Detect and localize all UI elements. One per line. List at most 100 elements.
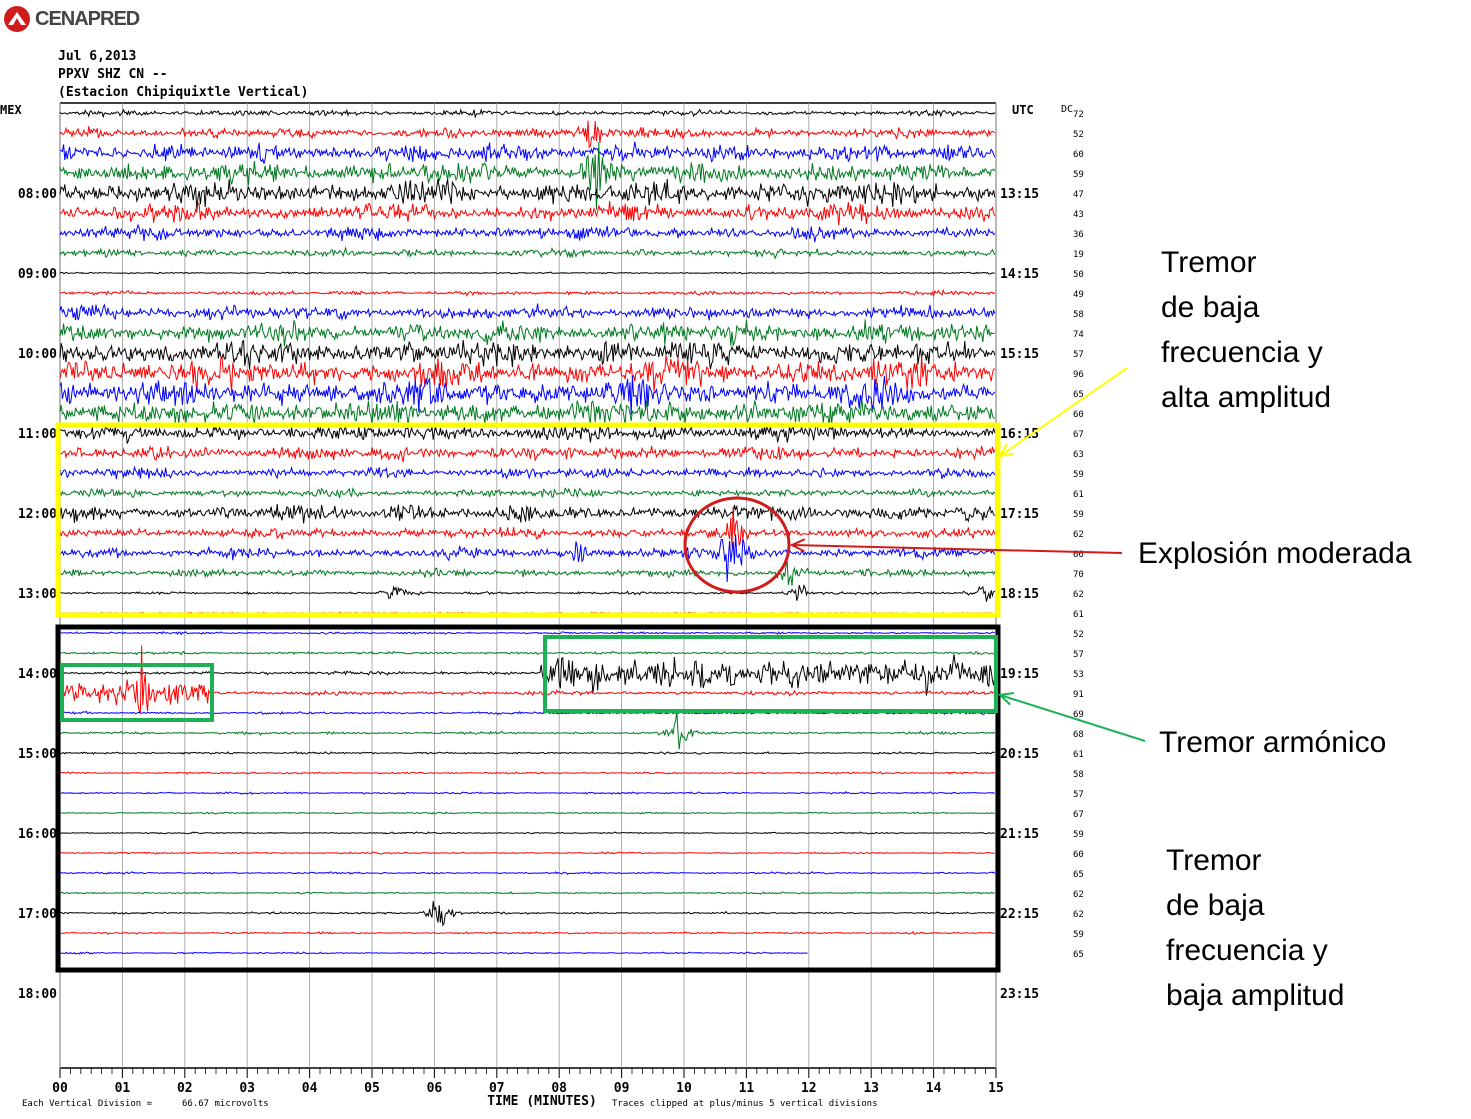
logo-text: CENAPRED xyxy=(35,7,140,30)
yellow-arrow-shaft xyxy=(999,367,1128,457)
seismic-trace-34 xyxy=(59,771,995,775)
dc-value-label: 36 xyxy=(1073,230,1084,240)
annotation-low-amplitude-tremor-line-3: frecuencia y xyxy=(1166,934,1328,967)
x-tick-label-02: 02 xyxy=(177,1081,193,1096)
x-tick-label-08: 08 xyxy=(551,1081,567,1096)
dc-value-label: 74 xyxy=(1073,330,1084,340)
label-layer: 00 01 02 03 04 05 06 07 08 09 10 11 12 13 14 15 08:00 09:… xyxy=(0,103,1084,1109)
seismic-trace-21 xyxy=(59,504,996,524)
x-tick-label-12: 12 xyxy=(801,1081,817,1096)
dc-value-label: 70 xyxy=(1073,570,1084,580)
footer-division-label: Each Vertical Division = xyxy=(22,1099,153,1109)
dc-value-label: 47 xyxy=(1073,190,1084,200)
dc-value-label: 62 xyxy=(1073,910,1084,920)
seismogram-header: Jul 6,2013 PPXV SHZ CN -- (Estacion Chipiq… xyxy=(58,48,308,102)
dc-value-label: 57 xyxy=(1073,350,1084,360)
dc-value-label: 59 xyxy=(1073,170,1084,180)
annotation-high-amplitude-tremor-line-4: alta amplitud xyxy=(1161,381,1332,414)
header-station-name: (Estacion Chipiquixtle Vertical) xyxy=(58,85,309,100)
mex-time-label: 12:00 xyxy=(18,507,57,522)
annotation-explosion: Explosión moderada xyxy=(1138,537,1412,570)
yellow-arrow-head xyxy=(998,443,1014,458)
mex-time-label: 18:00 xyxy=(18,987,57,1002)
seismic-trace-38 xyxy=(60,851,995,855)
red-arrow xyxy=(789,538,1123,554)
cenapred-logo-icon xyxy=(4,6,30,32)
low-amplitude-tremor-box xyxy=(55,624,1001,973)
dc-value-label: 53 xyxy=(1073,670,1084,680)
annotation-low-amplitude-tremor-line-4: baja amplitud xyxy=(1166,979,1345,1012)
seismic-trace-33 xyxy=(59,750,995,756)
cenapred-logo: CENAPRED xyxy=(2,4,140,34)
dc-value-label: 57 xyxy=(1073,790,1084,800)
seismic-trace-7 xyxy=(59,223,996,243)
dc-value-label: 60 xyxy=(1073,150,1084,160)
dc-value-label: 19 xyxy=(1073,250,1084,260)
x-tick-label-10: 10 xyxy=(676,1081,692,1096)
seismic-trace-17 xyxy=(59,423,996,444)
explosion-circle xyxy=(683,496,791,594)
dc-value-label: 63 xyxy=(1073,450,1084,460)
dc-value-label: 72 xyxy=(1073,110,1084,120)
mex-time-label: 13:00 xyxy=(18,587,57,602)
x-tick-label-07: 07 xyxy=(489,1081,505,1096)
x-tick-label-00: 00 xyxy=(52,1081,68,1096)
seismic-trace-9 xyxy=(59,271,995,275)
utc-time-label: 17:15 xyxy=(1000,507,1039,522)
seismic-trace-12 xyxy=(59,319,995,347)
x-tick-label-13: 13 xyxy=(863,1081,879,1096)
seismic-trace-31 xyxy=(59,710,996,716)
dc-header-label: DC xyxy=(1061,104,1073,115)
mex-timezone-label: MEX xyxy=(0,103,22,117)
seismic-trace-13 xyxy=(59,339,996,370)
mex-time-label: 17:00 xyxy=(18,907,57,922)
seismic-trace-22 xyxy=(59,506,996,548)
annotation-low-amplitude-tremor: Tremor de baja frecuencia y baja amplitud xyxy=(1166,838,1344,1018)
red-arrow-shaft xyxy=(791,544,1123,554)
seismic-trace-37 xyxy=(59,831,995,835)
seismic-trace-1 xyxy=(59,108,996,119)
harmonic-tremor-box-right xyxy=(543,635,998,713)
dc-value-label: 69 xyxy=(1073,710,1084,720)
dc-value-label: 59 xyxy=(1073,830,1084,840)
x-tick-label-03: 03 xyxy=(239,1081,255,1096)
footer-division-value: 66.67 microvolts xyxy=(182,1099,269,1109)
dc-value-label: 50 xyxy=(1073,270,1084,280)
green-arrow xyxy=(997,692,1146,742)
dc-value-label: 61 xyxy=(1073,610,1084,620)
seismic-trace-16 xyxy=(59,396,995,427)
seismic-trace-3 xyxy=(59,141,996,164)
dc-value-label: 59 xyxy=(1073,470,1084,480)
x-axis-title: TIME (MINUTES) xyxy=(487,1094,597,1109)
x-tick-label-04: 04 xyxy=(302,1081,318,1096)
seismic-trace-20 xyxy=(59,487,996,499)
seismic-trace-6 xyxy=(59,200,996,226)
utc-time-label: 21:15 xyxy=(1000,827,1039,842)
mex-time-label: 16:00 xyxy=(18,827,57,842)
dc-value-label: 68 xyxy=(1073,730,1084,740)
utc-timezone-label: UTC xyxy=(1012,103,1034,117)
seismic-trace-43 xyxy=(59,951,808,955)
dc-value-label: 65 xyxy=(1073,870,1084,880)
dc-value-label: 43 xyxy=(1073,210,1084,220)
seismic-trace-4 xyxy=(59,142,996,210)
seismic-trace-23 xyxy=(59,534,996,583)
dc-value-label: 67 xyxy=(1073,430,1084,440)
utc-time-label: 23:15 xyxy=(1000,987,1039,1002)
high-amplitude-tremor-box xyxy=(55,422,1001,618)
annotation-high-amplitude-tremor-text: Tremor de baja frecuencia y alta amplitud xyxy=(1161,240,1331,420)
dc-value-label: 58 xyxy=(1073,770,1084,780)
dc-value-label: 60 xyxy=(1073,850,1084,860)
utc-time-label: 13:15 xyxy=(1000,187,1039,202)
seismic-trace-41 xyxy=(59,901,995,927)
mex-time-label: 08:00 xyxy=(18,187,57,202)
seismic-trace-35 xyxy=(59,790,995,795)
utc-time-label: 16:15 xyxy=(1000,427,1039,442)
seismic-trace-25 xyxy=(60,583,995,602)
seismic-trace-29 xyxy=(59,654,996,696)
mex-time-label: 14:00 xyxy=(18,667,57,682)
annotation-high-amplitude-tremor-line-1: Tremor xyxy=(1161,246,1257,279)
dc-value-label: 91 xyxy=(1073,690,1084,700)
dc-value-label: 66 xyxy=(1073,550,1084,560)
